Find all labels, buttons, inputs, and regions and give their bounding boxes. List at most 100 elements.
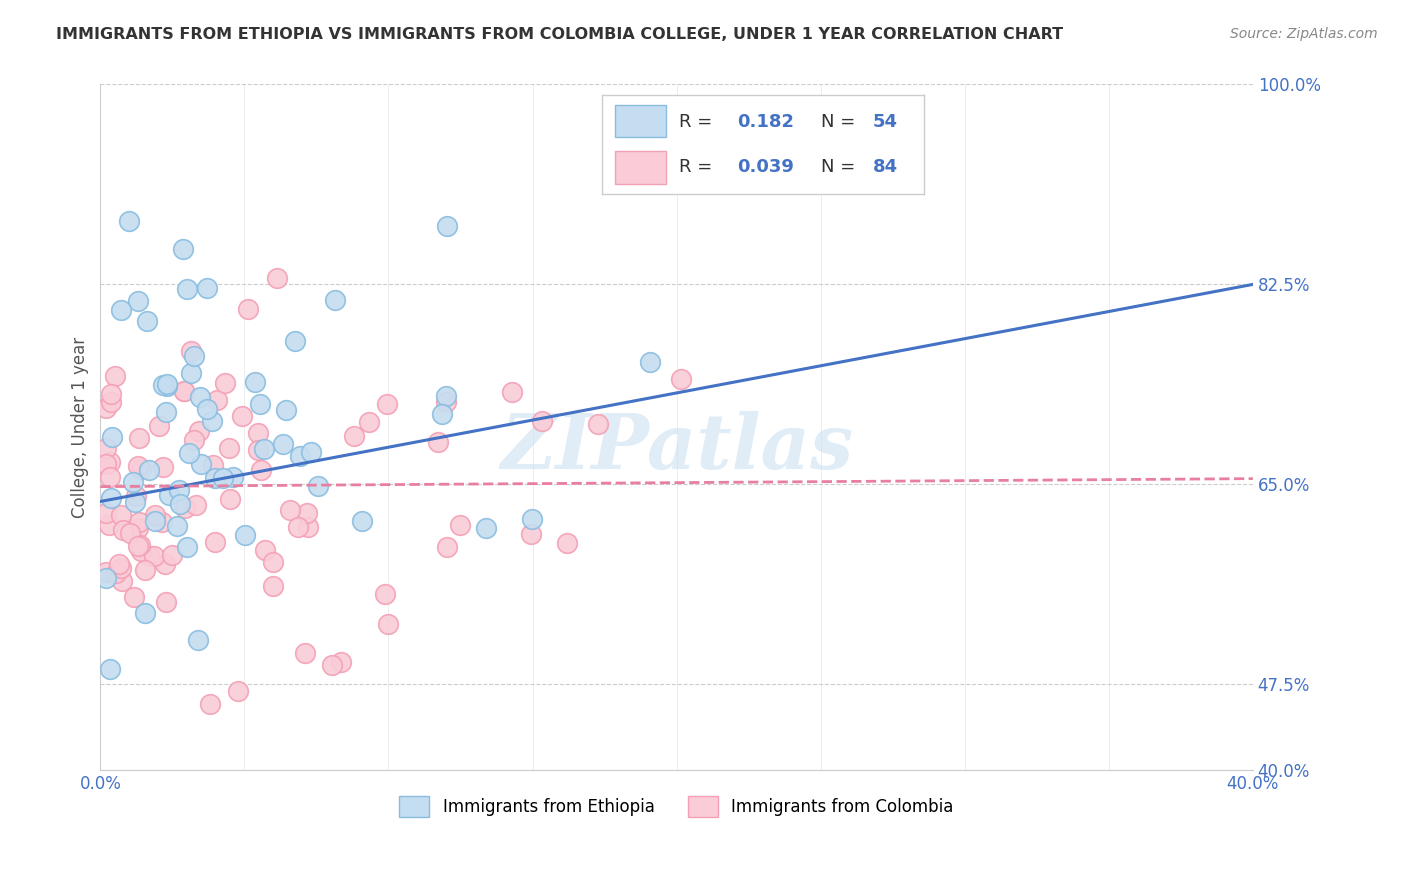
Point [297, 520, 319, 534]
Text: ZIPatlas: ZIPatlas [501, 411, 853, 484]
Point [520, 527, 543, 541]
Point [475, 521, 498, 535]
Point [501, 384, 523, 399]
Point [226, 683, 249, 698]
Point [128, 537, 150, 551]
Point [287, 520, 309, 534]
Point [127, 521, 149, 535]
Point [156, 379, 179, 393]
Point [143, 514, 166, 528]
Point [205, 392, 228, 407]
Point [329, 656, 352, 670]
Point [94, 566, 117, 580]
Point [97, 517, 120, 532]
Point [124, 590, 146, 604]
Point [108, 557, 131, 571]
Point [112, 523, 135, 537]
Point [129, 462, 152, 476]
Point [169, 483, 191, 498]
Point [321, 657, 343, 672]
Point [295, 506, 318, 520]
Point [129, 544, 152, 558]
Point [94, 442, 117, 456]
Point [134, 563, 156, 577]
Point [153, 557, 176, 571]
Point [243, 375, 266, 389]
Point [273, 437, 295, 451]
Point [266, 271, 288, 285]
Point [246, 442, 269, 457]
Point [352, 514, 374, 528]
Point [436, 219, 458, 234]
Point [118, 525, 141, 540]
Point [100, 394, 122, 409]
Point [323, 293, 346, 307]
Point [104, 566, 127, 580]
Point [127, 459, 149, 474]
Point [522, 512, 544, 526]
Point [530, 414, 553, 428]
Point [98, 455, 121, 469]
Point [187, 424, 209, 438]
Text: IMMIGRANTS FROM ETHIOPIA VS IMMIGRANTS FROM COLOMBIA COLLEGE, UNDER 1 YEAR CORRE: IMMIGRANTS FROM ETHIOPIA VS IMMIGRANTS F… [56, 27, 1063, 42]
Point [430, 408, 453, 422]
Point [100, 387, 122, 401]
Point [176, 541, 198, 555]
Point [294, 646, 316, 660]
Legend: Immigrants from Ethiopia, Immigrants from Colombia: Immigrants from Ethiopia, Immigrants fro… [392, 789, 960, 823]
Point [342, 429, 364, 443]
Point [98, 470, 121, 484]
Point [183, 433, 205, 447]
Point [249, 463, 271, 477]
Point [249, 397, 271, 411]
Point [195, 281, 218, 295]
Point [231, 409, 253, 424]
Point [110, 508, 132, 522]
Point [127, 293, 149, 308]
Point [436, 541, 458, 555]
Point [138, 462, 160, 476]
Point [427, 435, 450, 450]
Point [299, 445, 322, 459]
Point [307, 478, 329, 492]
Point [169, 497, 191, 511]
Point [204, 471, 226, 485]
Point [94, 458, 117, 472]
Point [218, 441, 240, 455]
Point [94, 401, 117, 415]
Point [160, 548, 183, 562]
Point [98, 662, 121, 676]
Point [110, 560, 132, 574]
Point [101, 429, 124, 443]
Point [233, 527, 256, 541]
Point [190, 457, 212, 471]
Point [184, 499, 207, 513]
Point [148, 419, 170, 434]
Point [174, 501, 197, 516]
Point [118, 214, 141, 228]
Point [246, 425, 269, 440]
Point [180, 366, 202, 380]
Point [638, 354, 661, 368]
Point [221, 469, 243, 483]
Point [214, 376, 236, 390]
Point [128, 431, 150, 445]
Point [142, 549, 165, 563]
Point [173, 384, 195, 398]
Point [150, 516, 173, 530]
Point [166, 519, 188, 533]
Point [110, 303, 132, 318]
Point [284, 334, 307, 348]
Point [377, 616, 399, 631]
Point [290, 449, 312, 463]
Point [219, 491, 242, 506]
Point [173, 384, 195, 398]
Point [135, 314, 157, 328]
Point [143, 508, 166, 522]
Point [122, 475, 145, 490]
Point [200, 698, 222, 712]
Point [111, 574, 134, 588]
Point [449, 518, 471, 533]
Point [201, 414, 224, 428]
Point [253, 442, 276, 457]
